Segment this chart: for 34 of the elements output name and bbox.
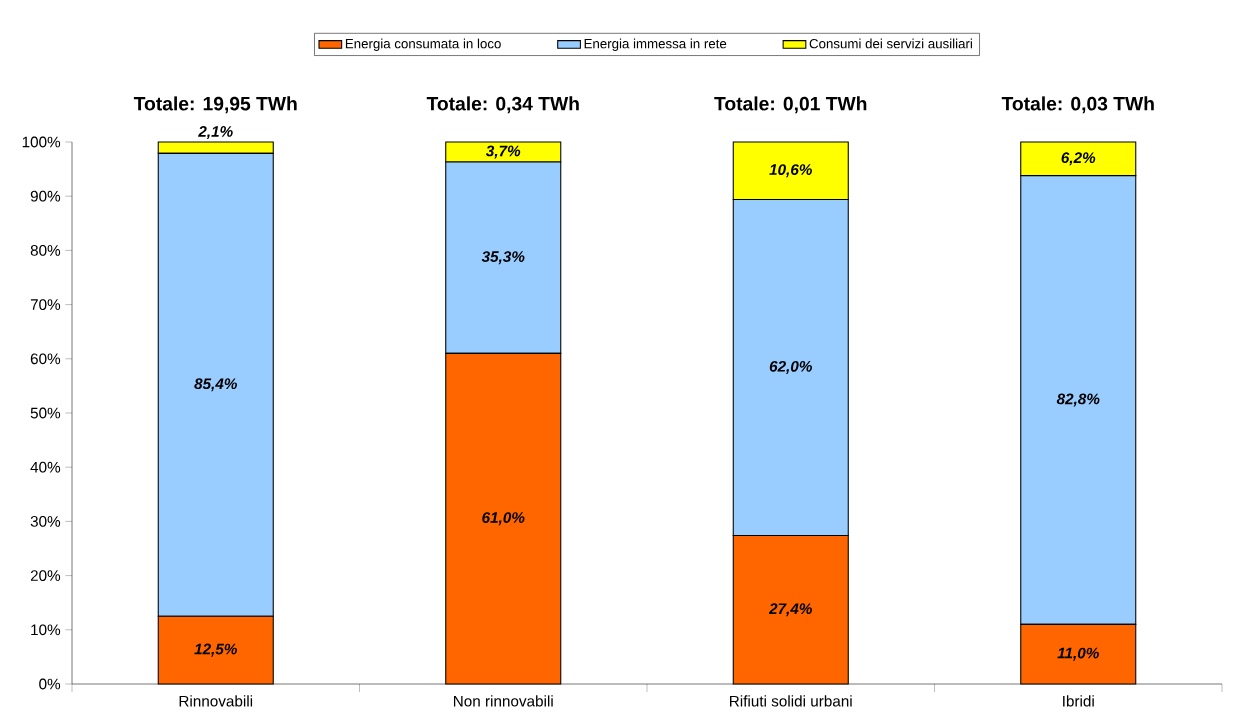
y-tick-label: 50% [30,407,61,419]
y-tick-label: 60% [30,353,61,365]
annotation: Totale: 0,03 TWh [1001,96,1154,114]
annotation: Totale: 19,95 TWh [133,96,297,114]
data-label: 82,8% [1056,393,1100,407]
x-tick-label: Rifiuti solidi urbani [730,695,852,707]
annotation: Totale: 0,01 TWh [714,96,867,114]
data-label: 10,6% [769,164,812,178]
y-tick-label: 70% [30,299,61,310]
y-tick-label: 90% [30,190,61,202]
data-label: 12,5% [194,643,237,657]
y-tick-label: 30% [30,515,61,527]
data-label: 3,7% [485,145,521,159]
data-label: 35,3% [481,251,525,265]
y-tick-label: 100% [22,136,61,148]
data-label: 85,4% [194,378,237,392]
legend-label: Consumi dei servizi ausiliari [809,38,972,49]
y-tick-label: 20% [30,570,61,581]
data-label: 62,0% [769,360,812,374]
x-tick-label: Non rinnovabili [453,695,553,707]
data-label: 61,0% [482,512,525,526]
data-label: 27,4% [768,603,812,617]
data-label: 11,0% [1057,647,1099,661]
legend-label: Energia immessa in rete [584,38,727,51]
x-tick-label: Rinnovabili [179,695,253,707]
annotation: Totale: 0,34 TWh [426,96,579,114]
y-tick-label: 10% [31,624,61,636]
x-tick-label: Ibridi [1063,695,1094,707]
data-label: 6,2% [1061,152,1096,166]
y-tick-label: 40% [30,461,61,473]
y-tick-label: 80% [30,244,61,256]
legend-label: Energia consumata in loco [345,38,501,51]
y-tick-label: 0% [39,678,61,690]
data-label: 2,1% [198,126,233,140]
